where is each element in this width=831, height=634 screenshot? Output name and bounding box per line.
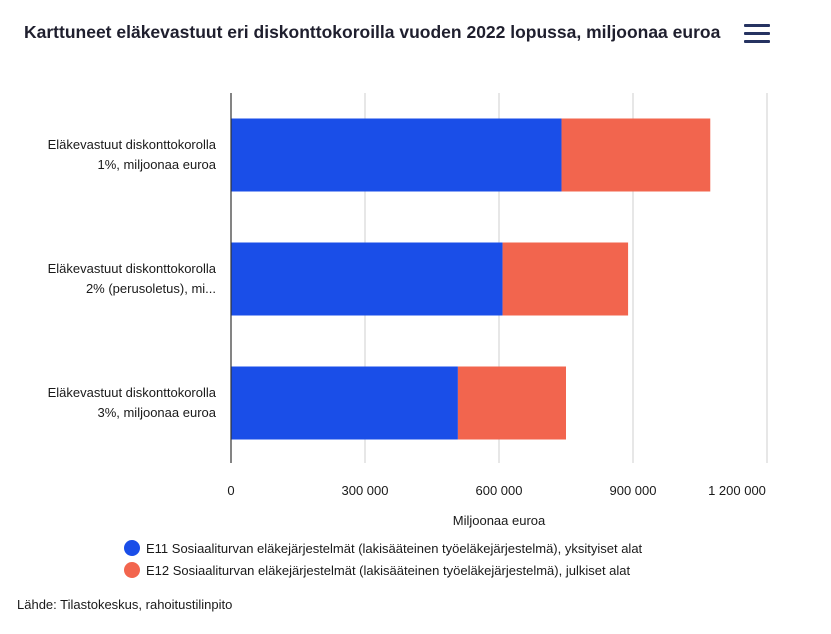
bar-segment-e11-cat1[interactable]: [231, 118, 562, 192]
x-tick-label: 600 000: [475, 483, 523, 498]
x-axis-title: Miljoonaa euroa: [452, 513, 546, 528]
bar-segment-e11-cat2[interactable]: [231, 242, 503, 316]
category-label-2: Eläkevastuut diskonttokorolla 2% (perusol…: [47, 261, 216, 296]
x-tick-label: 1 200 000: [708, 483, 766, 498]
source-note: Lähde: Tilastokeskus, rahoitustilinpito: [17, 597, 233, 612]
bar-segment-e11-cat3[interactable]: [231, 366, 458, 440]
legend-swatch-e11: [124, 540, 140, 556]
legend-item-e12[interactable]: E12 Sosiaaliturvan eläkejärjestelmät (la…: [124, 560, 630, 580]
category-label-3: Eläkevastuut diskonttokorolla 3%, miljoon…: [47, 385, 216, 420]
legend-label-e12: E12 Sosiaaliturvan eläkejärjestelmät (la…: [146, 562, 631, 578]
legend-item-e11[interactable]: E11 Sosiaaliturvan eläkejärjestelmät (la…: [124, 538, 642, 558]
x-tick-label: 300 000: [341, 483, 389, 498]
chart-title: Karttuneet eläkevastuut eri diskonttokor…: [24, 22, 721, 42]
x-tick-label: 0: [227, 483, 235, 498]
legend-swatch-e12: [124, 562, 140, 578]
legend-label-e11: E11 Sosiaaliturvan eläkejärjestelmät (la…: [146, 540, 643, 556]
category-label-1: Eläkevastuut diskonttokorolla 1%, miljoon…: [47, 137, 216, 172]
bar-segment-e12-cat2[interactable]: [502, 242, 629, 316]
hamburger-menu-icon[interactable]: [744, 24, 770, 44]
x-tick-label: 900 000: [609, 483, 657, 498]
bar-segment-e12-cat3[interactable]: [457, 366, 566, 440]
bar-segment-e12-cat1[interactable]: [561, 118, 711, 192]
